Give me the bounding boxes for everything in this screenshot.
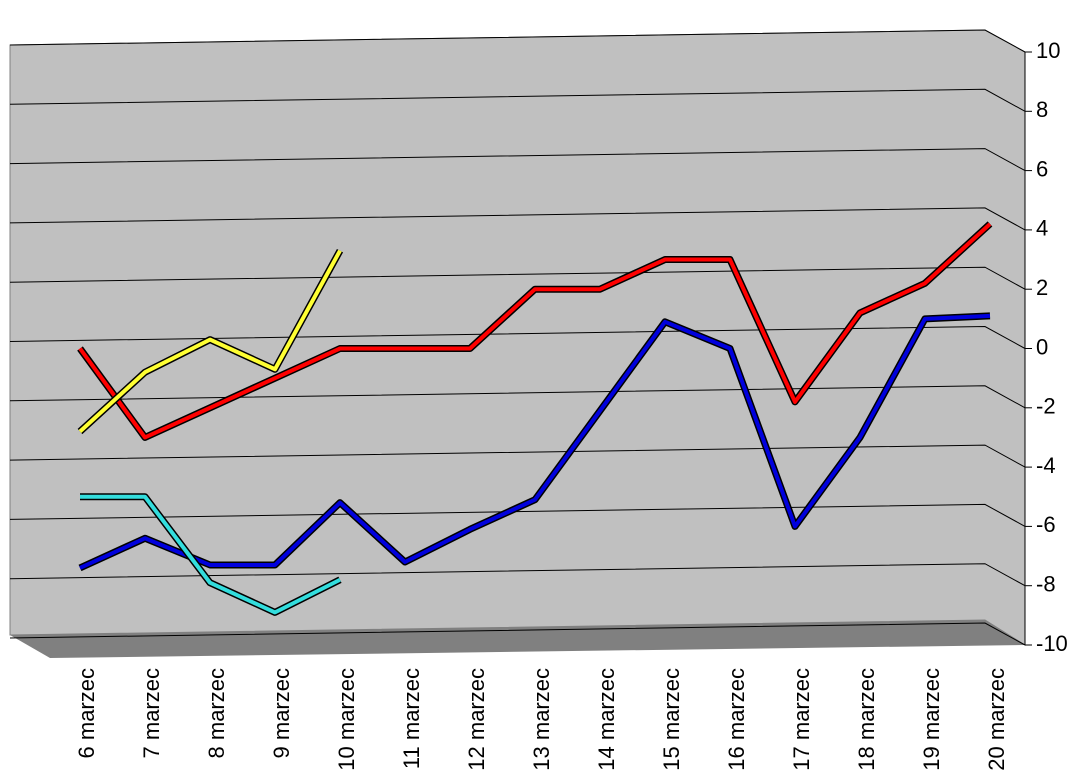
series-line	[80, 494, 341, 615]
y-tick-label: 0	[1036, 334, 1048, 359]
x-tick-label: 12 marzec	[464, 668, 489, 771]
x-tick-label: 19 marzec	[919, 668, 944, 771]
x-tick-label: 9 marzec	[269, 668, 294, 758]
x-tick-label: 10 marzec	[334, 668, 359, 771]
y-tick-label: 6	[1036, 156, 1048, 181]
x-tick-label: 14 marzec	[594, 668, 619, 771]
grid-line	[9, 563, 1026, 587]
grid-line	[9, 622, 1026, 646]
series-line	[79, 313, 991, 570]
y-tick-label: 4	[1036, 216, 1048, 241]
x-tick-label: 11 marzec	[399, 668, 424, 769]
x-tick-label: 15 marzec	[659, 668, 684, 771]
grid-line	[9, 444, 1026, 468]
y-tick-label: -4	[1036, 453, 1056, 478]
grid-line	[9, 325, 1026, 349]
x-tick-label: 6 marzec	[74, 668, 99, 758]
y-tick-label: 2	[1036, 275, 1048, 300]
back-wall	[9, 29, 1026, 646]
x-tick-label: 16 marzec	[724, 668, 749, 771]
series-line	[78, 249, 342, 433]
x-tick-label: 20 marzec	[984, 668, 1009, 771]
y-tick-label: -2	[1036, 394, 1056, 419]
y-tick-label: 10	[1036, 38, 1060, 63]
grid-line	[9, 88, 1026, 112]
grid-line	[9, 385, 1026, 409]
y-tick-label: -6	[1036, 512, 1056, 537]
x-tick-label: 7 marzec	[139, 668, 164, 758]
series-line	[78, 222, 992, 440]
grid-line	[9, 148, 1026, 172]
y-tick-label: -10	[1036, 631, 1068, 656]
grid-line	[9, 29, 1026, 53]
grid-line	[9, 266, 1026, 290]
x-tick-label: 18 marzec	[854, 668, 879, 771]
x-tick-label: 13 marzec	[529, 668, 554, 771]
y-tick-label: 8	[1036, 97, 1048, 122]
grid-line	[9, 207, 1026, 231]
x-tick-label: 8 marzec	[204, 668, 229, 758]
grid-line	[9, 503, 1026, 527]
floor	[10, 620, 1025, 658]
y-tick-label: -8	[1036, 572, 1056, 597]
x-tick-label: 17 marzec	[789, 668, 814, 771]
